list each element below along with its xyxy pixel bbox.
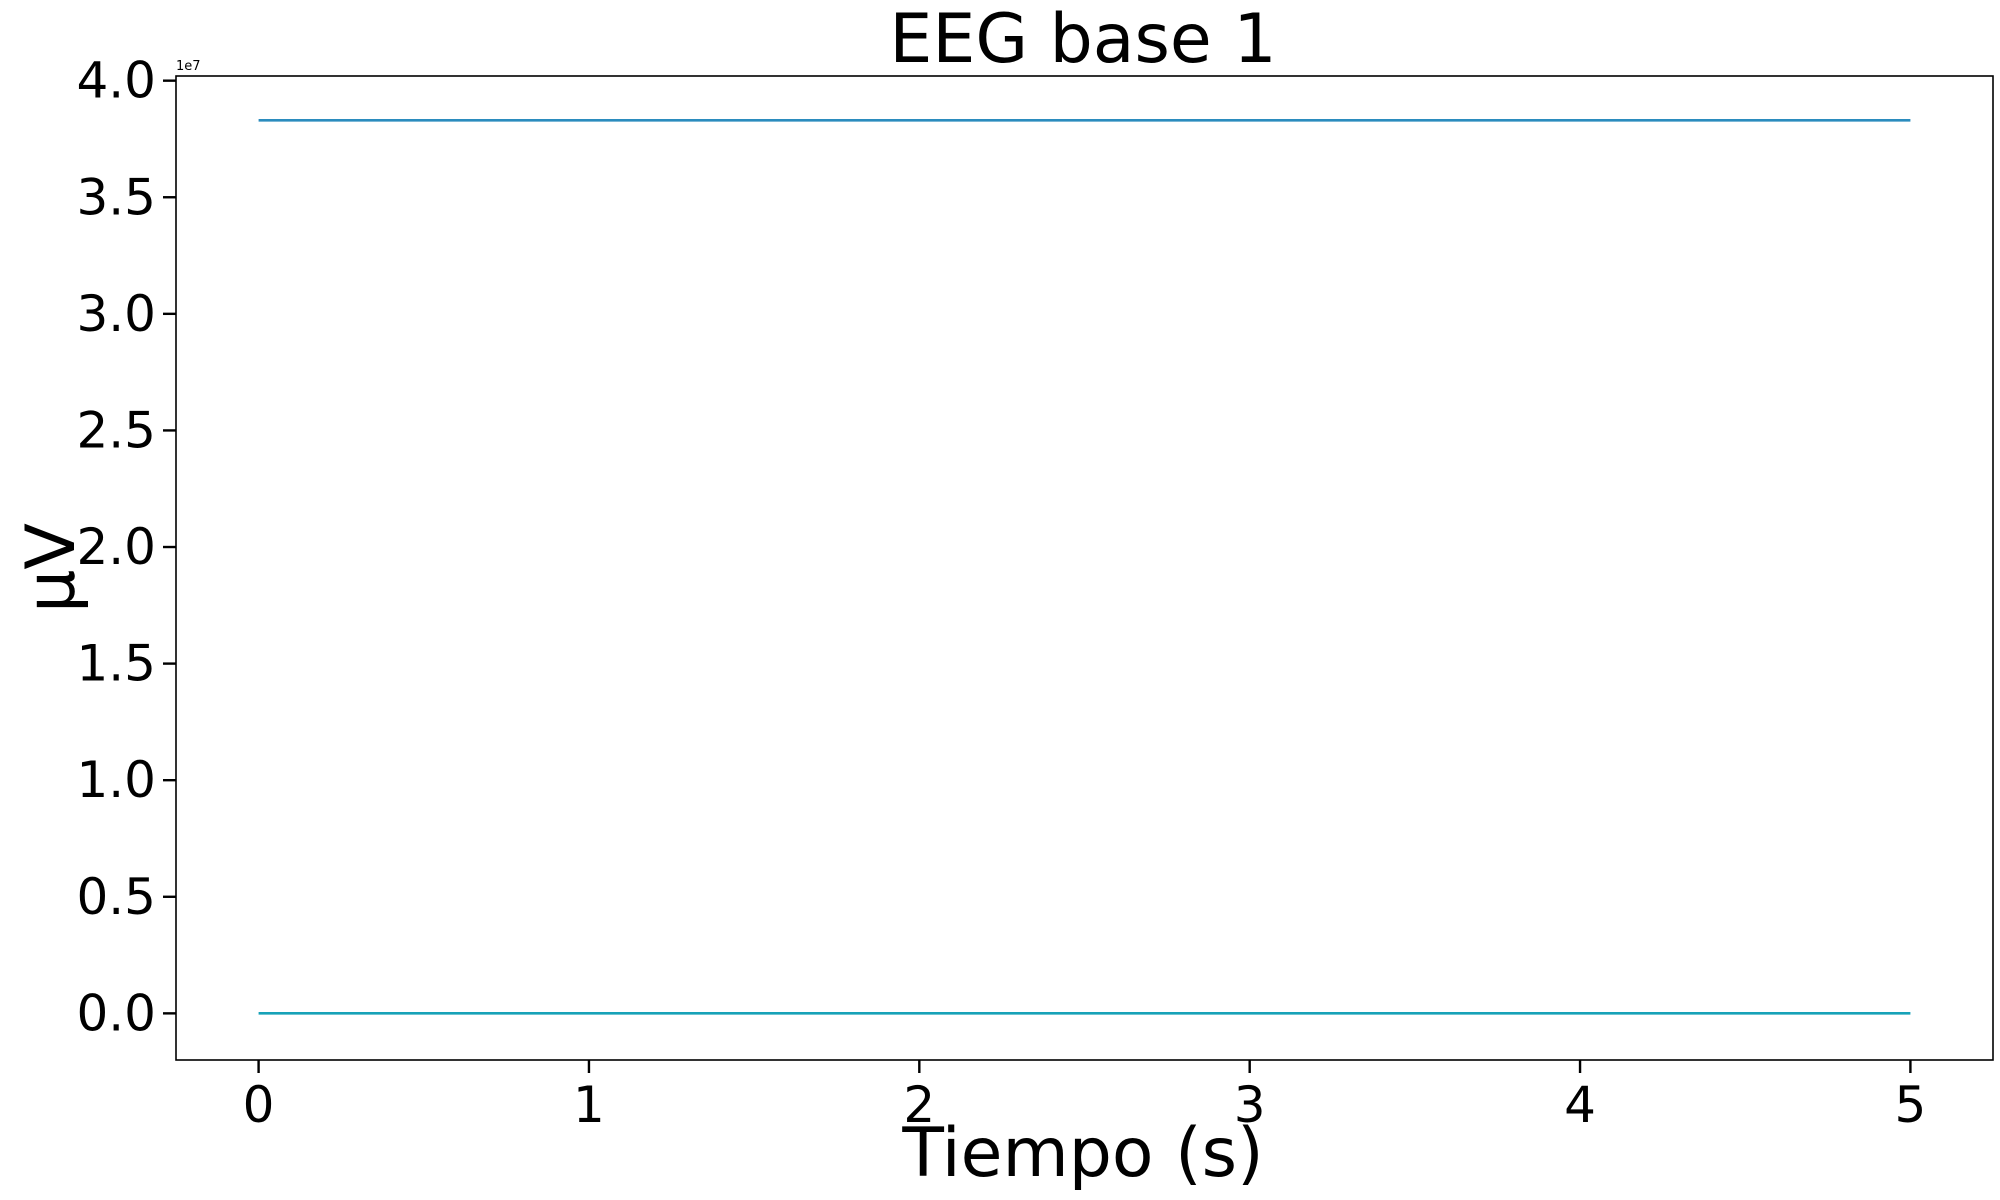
- y-axis: 0.0 0.5 1.0 1.5 2.0 2.5 3.0 3.5 4.0: [76, 52, 176, 1042]
- x-axis: 0 1 2 3 4 5: [243, 1060, 1927, 1134]
- x-tick-label: 2: [903, 1076, 935, 1134]
- y-tick-label: 4.0: [76, 52, 156, 110]
- y-tick-label: 3.0: [76, 285, 156, 343]
- y-axis-label: µV: [12, 523, 91, 613]
- y-tick-label: 1.0: [76, 751, 156, 809]
- chart-title: EEG base 1: [889, 0, 1276, 79]
- x-tick-label: 1: [573, 1076, 605, 1134]
- y-tick-label: 1.5: [76, 635, 156, 693]
- x-tick-label: 3: [1234, 1076, 1266, 1134]
- series-layer: [258, 119, 1911, 1015]
- y-tick-label: 0.5: [76, 868, 156, 926]
- x-tick-label: 5: [1895, 1076, 1927, 1134]
- y-offset-label: 1e7: [176, 59, 201, 74]
- x-axis-label: Tiempo (s): [901, 1114, 1263, 1193]
- y-tick-label: 3.5: [76, 168, 156, 226]
- plot-frame: [175, 75, 1994, 1061]
- x-tick-label: 0: [243, 1076, 275, 1134]
- y-tick-label: 2.0: [76, 518, 156, 576]
- y-tick-label: 2.5: [76, 401, 156, 459]
- x-tick-label: 4: [1564, 1076, 1596, 1134]
- y-tick-label: 0.0: [76, 984, 156, 1042]
